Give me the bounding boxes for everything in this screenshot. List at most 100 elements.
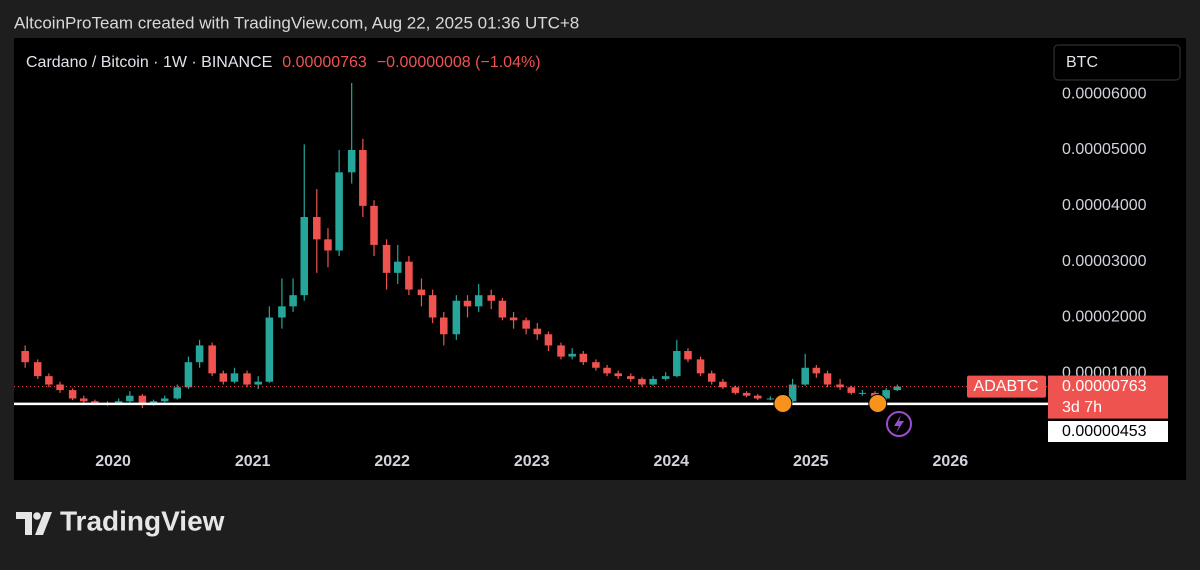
candle-body (766, 398, 775, 400)
candle-body (91, 401, 99, 404)
x-tick-label: 2022 (374, 453, 410, 470)
candle-body (300, 217, 309, 296)
candle-body (243, 373, 251, 385)
candle-body (893, 386, 902, 391)
support-label-box (1048, 421, 1168, 442)
candle-body (788, 384, 797, 402)
plot: 0.000010000.000020000.000030000.00004000… (14, 82, 1168, 470)
candle-body (487, 295, 495, 301)
y-tick-label: 0.00003000 (1062, 253, 1147, 270)
brand: TradingView (60, 505, 225, 536)
candle-body (184, 362, 193, 388)
candle-body (160, 398, 169, 402)
candle-body (847, 387, 856, 393)
x-tick-label: 2020 (95, 453, 131, 470)
currency-button[interactable] (1053, 44, 1181, 81)
candle-body (393, 261, 402, 273)
candle-body (673, 351, 681, 377)
candle-body (823, 373, 832, 385)
price-label: 0.00000763 (1062, 378, 1147, 395)
y-tick-label: 0.00006000 (1062, 85, 1147, 102)
candle-body (707, 373, 716, 382)
candle-body (45, 376, 53, 385)
candle-body (614, 373, 622, 377)
candle-body (219, 373, 228, 382)
candle-body (882, 390, 890, 399)
candle-body (544, 334, 553, 346)
brand-logo (16, 512, 52, 535)
candle-body (452, 300, 461, 335)
candle-body (254, 381, 262, 385)
candle-body (498, 300, 507, 318)
chart-title: Cardano / Bitcoin · 1W · BINANCE (26, 54, 272, 71)
candle-body (289, 295, 297, 307)
credit: AltcoinProTeam created with TradingView.… (14, 13, 579, 32)
candle-body (428, 295, 437, 318)
candle-body (684, 351, 692, 360)
candle-body (335, 172, 343, 251)
candle-body (382, 244, 391, 273)
candle-body (359, 150, 367, 206)
candle-body (265, 317, 274, 382)
candle-body (417, 289, 426, 296)
candle-body (33, 362, 42, 377)
chart-panel (14, 38, 1186, 480)
symbol-label: ADABTC (974, 378, 1039, 395)
candle-body (347, 150, 356, 173)
candle-body (557, 345, 565, 357)
x-tick-label: 2023 (514, 453, 550, 470)
candle-body (649, 378, 657, 385)
candle-body (731, 387, 740, 393)
candle-body (370, 205, 378, 245)
candle-body (509, 317, 518, 321)
candle-body (568, 353, 576, 357)
y-tick-label: 0.00002000 (1062, 309, 1147, 326)
candle-body (208, 345, 216, 374)
candle-body (603, 367, 611, 374)
candle-body (405, 261, 413, 290)
candle-body (533, 328, 542, 335)
candle-body (324, 239, 332, 251)
candle-body (138, 395, 147, 405)
candle-body (812, 367, 821, 374)
low-marker (773, 394, 793, 414)
candle-body (173, 387, 182, 399)
candle-body (801, 367, 809, 385)
candle-body (627, 376, 635, 379)
y-tick-label: 0.00005000 (1062, 141, 1147, 158)
countdown: 3d 7h (1062, 399, 1102, 416)
candle-body (719, 381, 727, 388)
candle-body (753, 395, 762, 399)
price-change: −0.00000008 (−1.04%) (377, 54, 541, 71)
alert-icon[interactable] (886, 411, 912, 437)
price-box (1048, 375, 1168, 419)
candle-body (474, 295, 483, 307)
x-tick-label: 2021 (235, 453, 271, 470)
candle-body (592, 362, 600, 368)
candle-body (56, 384, 64, 391)
y-tick-label: 0.00004000 (1062, 197, 1147, 214)
candle-body (522, 320, 530, 329)
support-label: 0.00000453 (1062, 423, 1147, 440)
candle-body (278, 306, 286, 318)
currency: BTC (1066, 54, 1098, 71)
last-price: 0.00000763 (282, 54, 367, 71)
symbol-box (967, 375, 1046, 398)
candle-body (80, 398, 88, 402)
candle-body (579, 353, 588, 363)
candle-body (68, 390, 77, 399)
candle-body (858, 392, 867, 394)
x-tick-label: 2024 (653, 453, 689, 470)
candle-body (21, 351, 29, 363)
candle-body (696, 359, 705, 374)
candle-body (463, 300, 472, 307)
candle-body (661, 376, 670, 379)
x-tick-label: 2026 (933, 453, 969, 470)
candle-body (836, 384, 844, 388)
x-tick-label: 2025 (793, 453, 829, 470)
candle-body (638, 378, 646, 385)
low-marker (868, 394, 888, 414)
candle-body (195, 345, 204, 363)
